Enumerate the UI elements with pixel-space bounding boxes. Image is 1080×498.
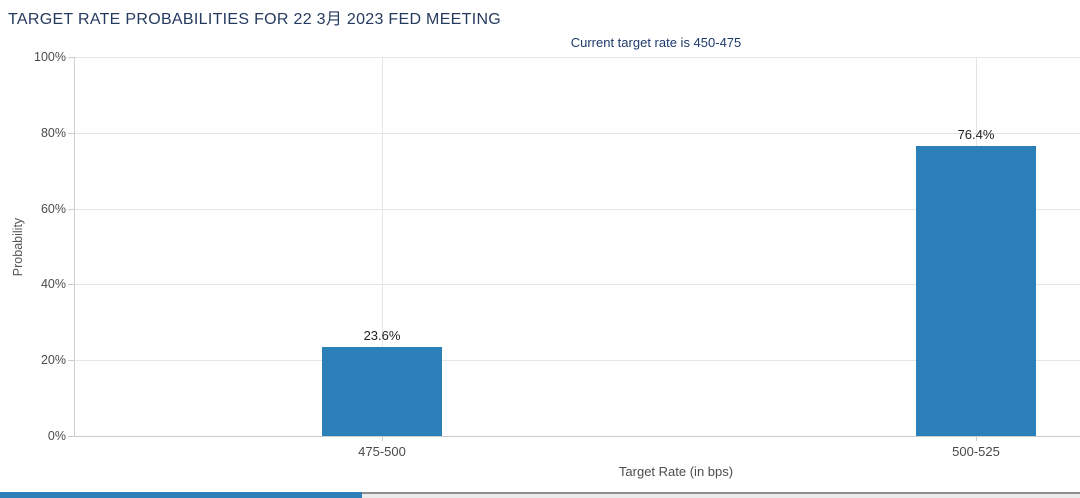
chart-subtitle: Current target rate is 450-475 [570,35,742,50]
bar[interactable] [322,346,442,436]
y-tick-mark [68,132,74,134]
x-axis-title: Target Rate (in bps) [618,464,734,479]
x-category-label: 475-500 [358,444,406,459]
y-tick-label: 0% [47,429,66,443]
y-axis-line [74,57,75,436]
x-tick-mark [382,436,383,441]
y-tick-mark [68,284,74,286]
y-gridline [74,360,1080,362]
y-tick-label: 60% [40,201,66,216]
horizontal-scrollbar-track[interactable] [0,492,1080,498]
y-tick-label: 20% [40,353,66,368]
y-tick-label: 100% [34,50,66,64]
y-axis-title: Probability [11,217,25,277]
y-gridline [74,132,1080,134]
bar-value-label: 23.6% [363,327,401,343]
y-gridline [74,208,1080,210]
y-tick-mark [68,436,74,437]
horizontal-scrollbar-thumb[interactable] [0,492,362,498]
y-gridline [74,284,1080,286]
chart-title: TARGET RATE PROBABILITIES FOR 22 3月 2023… [8,11,502,28]
bar-value-label: 76.4% [957,127,995,143]
y-tick-label: 40% [40,277,66,292]
bar[interactable] [916,146,1036,436]
y-tick-mark [68,57,74,58]
y-tick-mark [68,208,74,210]
y-tick-mark [68,360,74,362]
y-gridline [74,57,1080,58]
y-gridline [74,436,1080,437]
x-category-label: 500-525 [952,444,1000,459]
y-tick-label: 80% [40,125,66,140]
category-gridline [382,57,383,436]
x-tick-mark [976,436,977,441]
